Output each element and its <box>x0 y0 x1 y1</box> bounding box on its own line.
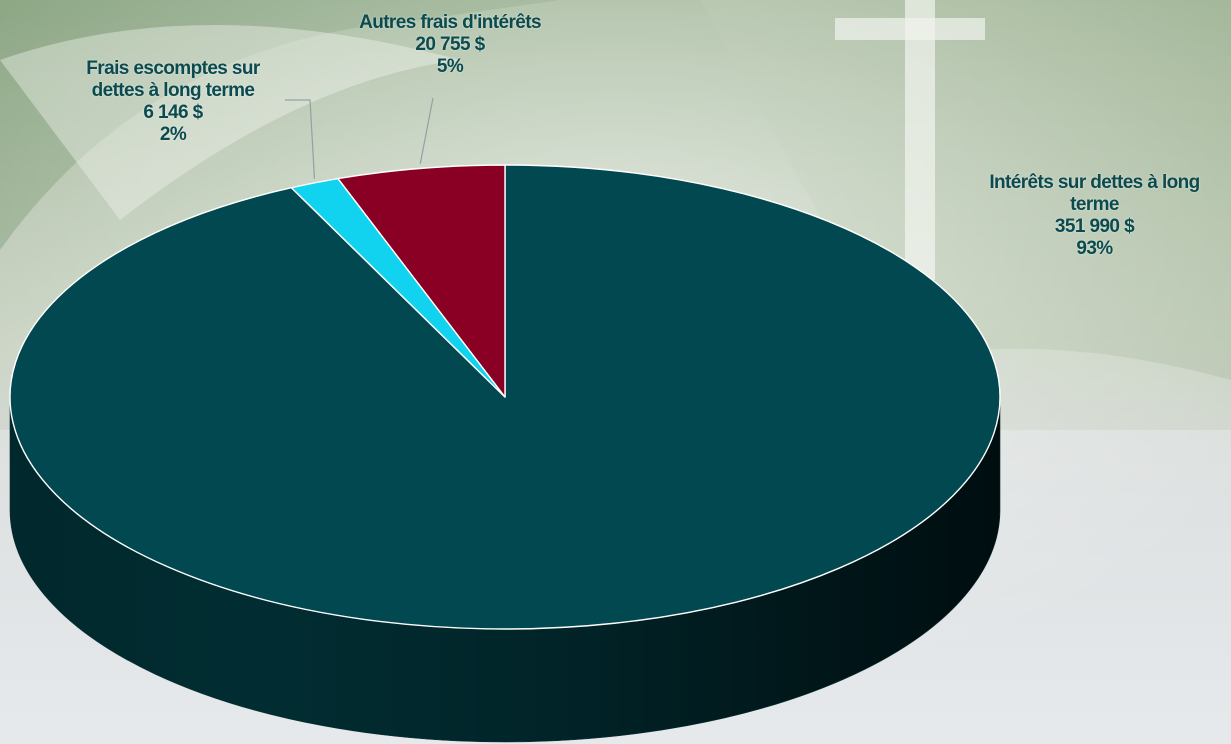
label-value: 351 990 $ <box>1054 216 1135 237</box>
label-name-line: terme <box>1070 194 1119 215</box>
label-value: 20 755 $ <box>415 34 485 55</box>
label-name-line: dettes à long terme <box>91 80 255 101</box>
label-frais-escomptes: Frais escomptes sur dettes à long terme … <box>58 58 288 146</box>
label-interets-long-terme: Intérêts sur dettes à long terme 351 990… <box>962 172 1227 260</box>
label-percent: 2% <box>159 124 187 145</box>
label-name-line: Frais escomptes sur <box>86 58 260 79</box>
label-value: 6 146 $ <box>143 102 203 123</box>
pie-slice-2 <box>337 164 506 398</box>
label-name-line: Intérêts sur dettes à long <box>989 172 1200 193</box>
label-percent: 5% <box>436 56 464 77</box>
label-percent: 93% <box>1076 238 1113 259</box>
leader-line-1 <box>285 99 316 179</box>
label-name-line: Autres frais d'intérêts <box>359 12 541 33</box>
label-autres-frais: Autres frais d'intérêts 20 755 $ 5% <box>330 12 570 78</box>
leader-line-2 <box>419 97 434 164</box>
pie-tops <box>9 164 1001 630</box>
